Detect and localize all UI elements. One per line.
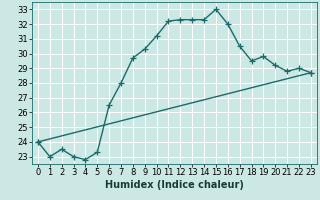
- X-axis label: Humidex (Indice chaleur): Humidex (Indice chaleur): [105, 180, 244, 190]
